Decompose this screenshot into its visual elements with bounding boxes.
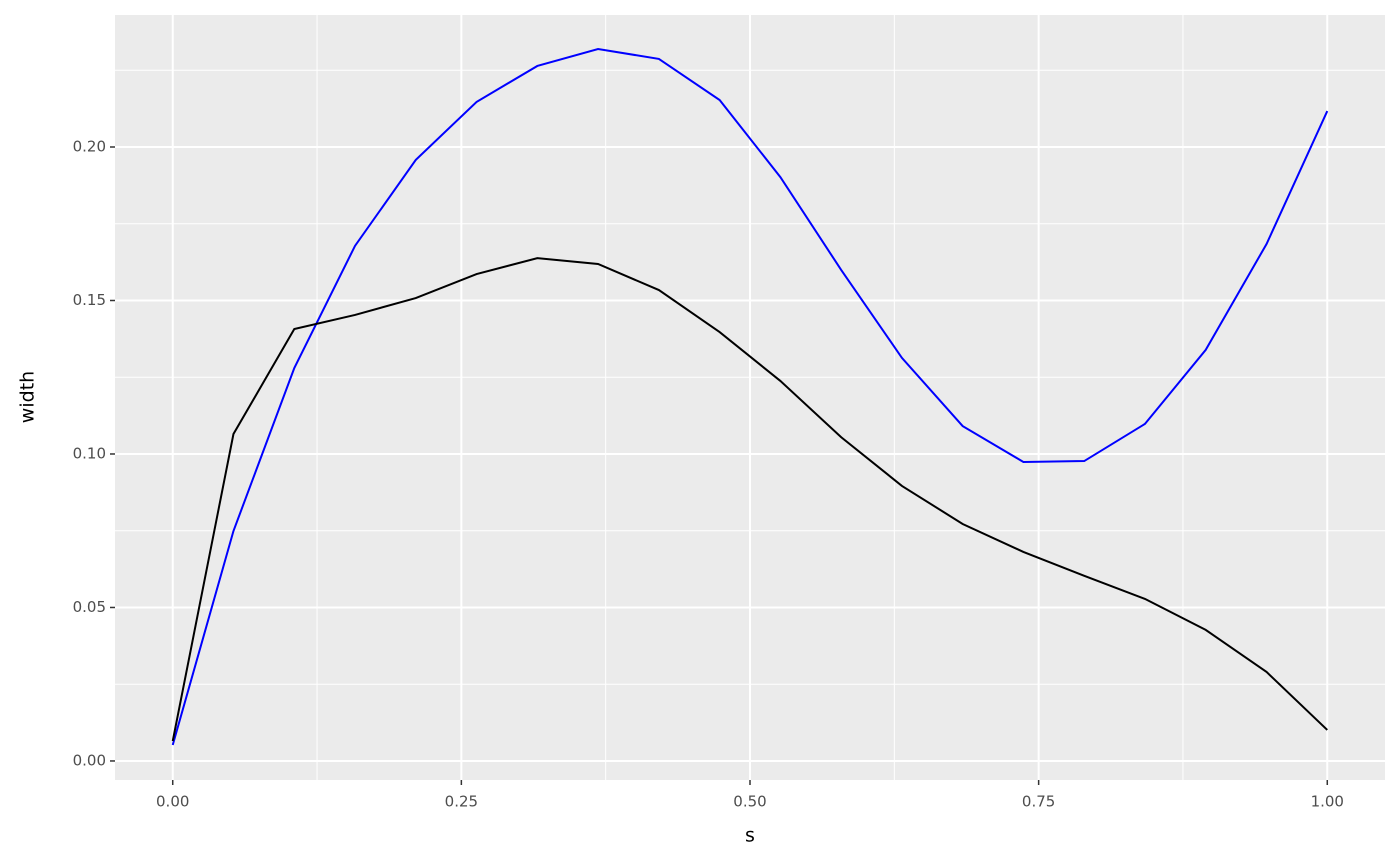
y-tick-label: 0.05	[73, 598, 106, 616]
x-tick-label: 0.25	[445, 793, 478, 811]
y-axis-title: width	[17, 371, 39, 423]
y-tick-label: 0.00	[73, 751, 106, 769]
x-tick-label: 0.50	[733, 793, 766, 811]
x-tick-label: 1.00	[1311, 793, 1344, 811]
x-axis-title: s	[745, 825, 755, 847]
y-tick-label: 0.10	[73, 444, 106, 462]
y-tick-label: 0.15	[73, 291, 106, 309]
line	[171, 48, 1329, 746]
x-tick-label: 0.75	[1022, 793, 1055, 811]
x-tick-label: 0.00	[156, 793, 189, 811]
line	[171, 257, 1328, 742]
y-tick-label: 0.20	[73, 138, 106, 156]
